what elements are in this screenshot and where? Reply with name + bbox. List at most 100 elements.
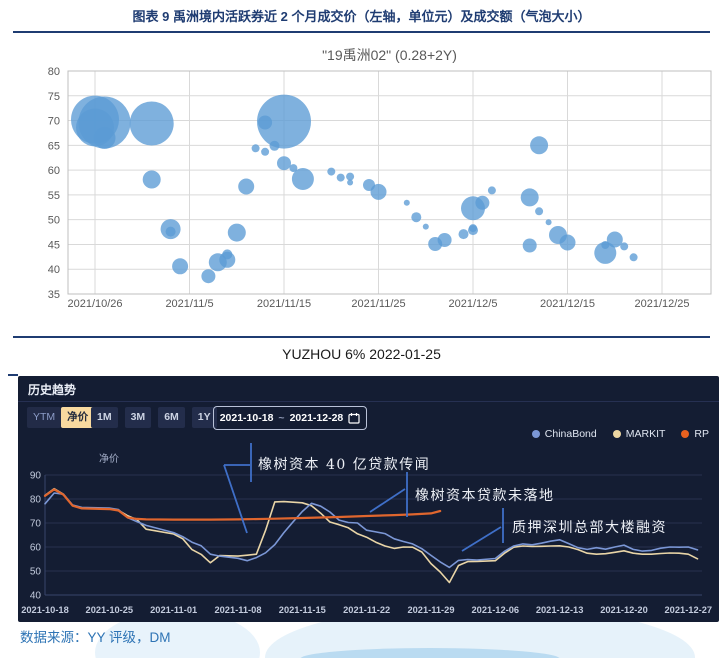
bubble-point <box>291 168 314 190</box>
price-mode-tabs: YTM 净价 <box>27 407 95 428</box>
bubble-point <box>437 233 452 247</box>
y-tick-label: 80 <box>48 66 60 78</box>
legend-item-markit[interactable]: MARKIT <box>612 428 666 440</box>
bubble-point <box>165 226 176 237</box>
chart-title: "19禹洲02" (0.28+2Y) <box>322 47 457 63</box>
bubble-point <box>336 173 345 182</box>
watermark-blob <box>300 648 560 658</box>
x-tick-label: 2021/11/15 <box>257 298 311 310</box>
bubble-point <box>475 195 490 210</box>
legend-item-rp[interactable]: RP <box>681 428 709 440</box>
legend-dot <box>681 430 690 438</box>
x-tick-label: 2021/10/26 <box>67 298 122 310</box>
annotation-callout-line <box>223 464 248 534</box>
x-tick-label: 2021-12-27 <box>665 605 713 615</box>
y-tick-label: 90 <box>30 471 42 482</box>
y-tick-label: 60 <box>30 543 42 554</box>
series-markit <box>44 487 699 584</box>
y-axis-title: 净价 <box>99 452 119 465</box>
date-separator: ~ <box>278 412 285 424</box>
bubble-point <box>559 234 576 251</box>
calendar-icon <box>348 413 360 424</box>
bond-subtitle: YUZHOU 6% 2022-01-25 <box>282 346 441 362</box>
annotation-text: 橡树资本贷款未落地 <box>415 488 555 504</box>
bubble-point <box>201 269 216 284</box>
bubble-point <box>469 224 477 233</box>
annotation-callout-line <box>461 526 502 552</box>
x-tick-label: 2021/12/15 <box>540 298 595 310</box>
range-button-6m[interactable]: 6M <box>158 407 185 428</box>
bubble-point <box>520 188 539 207</box>
bubble-point <box>347 179 354 186</box>
date-start: 2021-10-18 <box>219 412 274 424</box>
bubble-point <box>93 126 116 149</box>
series-chinabond <box>44 492 699 569</box>
y-tick-label: 40 <box>30 591 42 602</box>
y-tick-label: 70 <box>48 116 60 128</box>
bubble-point <box>257 94 311 149</box>
chart-legend: ChinaBond MARKIT RP <box>531 428 709 440</box>
bubble-point <box>327 167 336 176</box>
annotation-callout-line <box>369 488 406 513</box>
y-tick-label: 40 <box>48 264 60 276</box>
tab-ytm[interactable]: YTM <box>27 407 62 428</box>
panel-title: 历史趋势 <box>28 383 77 397</box>
range-buttons: 1M 3M 6M 1Y <box>91 407 217 428</box>
panel-divider <box>18 401 719 402</box>
x-tick-label: 2021-12-06 <box>472 605 520 615</box>
y-tick-label: 45 <box>48 239 60 251</box>
x-tick-label: 2021-10-18 <box>21 605 69 615</box>
divider-line <box>13 336 710 338</box>
bubble-point <box>629 253 638 262</box>
x-tick-label: 2021-11-29 <box>407 605 454 615</box>
x-tick-label: 2021-10-25 <box>86 605 134 615</box>
dm-terminal-panel: 历史趋势 90 80 70 60 50 40 2021-10-18 2021-10-25 202… <box>18 376 719 622</box>
x-tick-label: 2021-11-22 <box>343 605 390 615</box>
margin-dash <box>8 374 18 376</box>
bubble-point <box>522 238 537 253</box>
bubble-point <box>277 156 291 171</box>
tab-net-price[interactable]: 净价 <box>61 407 95 428</box>
data-source: 数据来源：YY 评级，DM <box>20 630 171 645</box>
bubble-point <box>78 96 131 149</box>
y-tick-label: 50 <box>48 215 60 227</box>
x-tick-label: 2021/11/5 <box>165 298 213 310</box>
date-end: 2021-12-28 <box>289 412 344 424</box>
legend-dot <box>612 430 621 438</box>
legend-label: MARKIT <box>625 428 666 440</box>
bubble-point <box>227 223 246 242</box>
x-tick-label: 2021/11/25 <box>351 298 405 310</box>
bubble-point <box>620 242 629 251</box>
y-tick-label: 50 <box>30 567 42 578</box>
bubble-point <box>606 231 623 248</box>
annotation-text: 橡树资本 40 亿贷款传闻 <box>258 457 430 473</box>
bubble-point <box>545 219 552 226</box>
range-button-1m[interactable]: 1M <box>91 407 118 428</box>
date-range-picker[interactable]: 2021-10-18 ~ 2021-12-28 <box>213 406 367 430</box>
bubble-point <box>142 170 161 189</box>
y-tick-label: 75 <box>48 91 60 103</box>
bubble-point <box>238 178 255 195</box>
series-rp <box>43 488 442 521</box>
y-tick-label: 35 <box>48 289 60 301</box>
y-tick-label: 65 <box>48 140 60 152</box>
bubble-point <box>289 164 298 173</box>
x-tick-label: 2021-12-20 <box>600 605 648 615</box>
legend-label: ChinaBond <box>544 428 597 440</box>
bubble-point <box>594 241 617 264</box>
bubble-point <box>403 199 410 206</box>
x-tick-label: 2021-11-08 <box>214 605 261 615</box>
bubble-point <box>222 249 233 260</box>
range-button-1y[interactable]: 1Y <box>191 407 217 428</box>
legend-item-chinabond[interactable]: ChinaBond <box>531 428 597 440</box>
y-tick-label: 70 <box>30 519 42 530</box>
annotation-text: 质押深圳总部大楼融资 <box>512 520 667 536</box>
y-tick-label: 80 <box>30 495 42 506</box>
range-button-3m[interactable]: 3M <box>124 407 152 428</box>
bubble-point <box>129 101 174 146</box>
bubble-point <box>411 212 422 223</box>
bubble-chart: 80 75 70 65 60 55 50 45 40 35 2021/10/26 2021/11/5 2… <box>48 47 712 310</box>
bubble-point <box>251 144 260 153</box>
figure-title: 图表 9 禹洲境内活跃券近 2 个月成交价（左轴，单位元）及成交额（气泡大小） <box>132 9 591 24</box>
